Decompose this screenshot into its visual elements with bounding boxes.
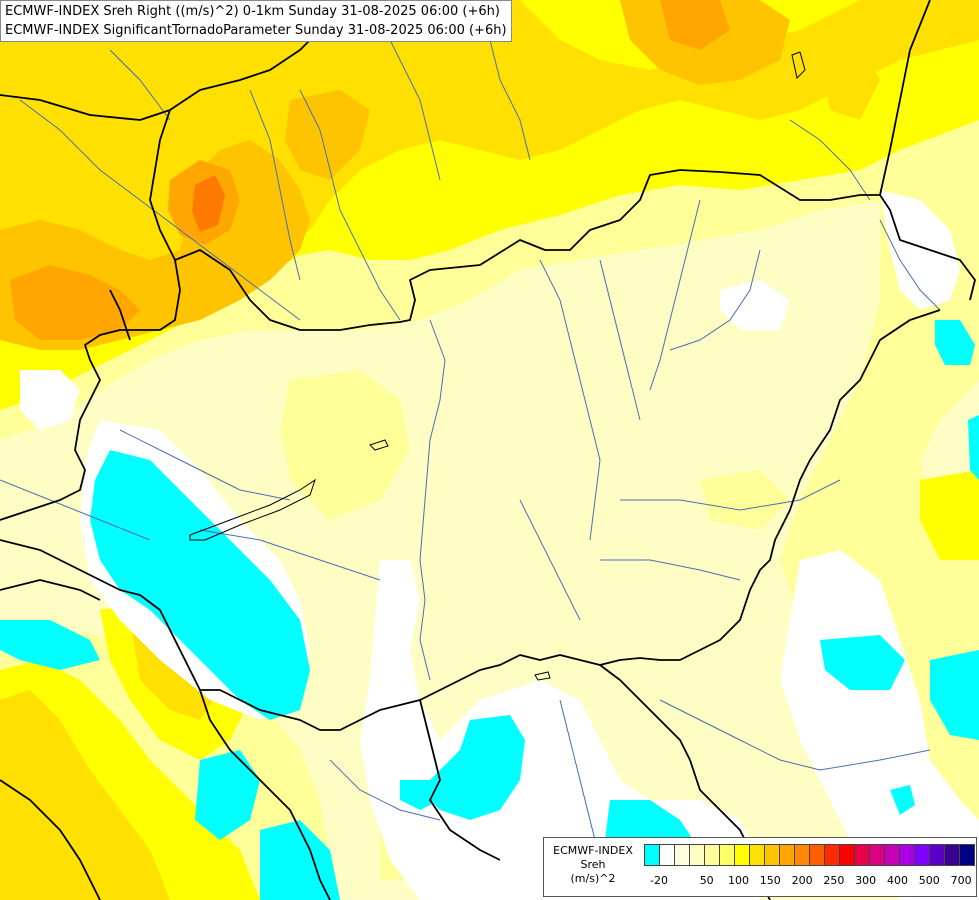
legend-swatch <box>659 844 675 866</box>
legend-tick-label: 150 <box>759 874 781 887</box>
rivers <box>0 19 941 861</box>
legend-tick-label: -20 <box>650 874 668 887</box>
legend-swatch <box>704 844 720 866</box>
legend-swatch <box>854 844 870 866</box>
legend-swatch <box>944 844 960 866</box>
legend-swatch <box>779 844 795 866</box>
legend-swatch <box>899 844 915 866</box>
legend-tick-label: 50 <box>699 874 714 887</box>
legend-tick-label: 700 <box>950 874 972 887</box>
map-title-box: ECMWF-INDEX Sreh Right ((m/s)^2) 0-1km S… <box>0 0 512 42</box>
legend-swatch <box>824 844 840 866</box>
legend-swatch <box>869 844 885 866</box>
legend-swatch <box>644 844 660 866</box>
legend-swatch <box>809 844 825 866</box>
legend-caption: ECMWF-INDEX Sreh (m/s)^2 <box>544 844 642 886</box>
legend-swatch <box>764 844 780 866</box>
legend-swatch <box>719 844 735 866</box>
legend-tick-row: -20 50 100 150 200 250 300 400 500 700 <box>645 874 975 888</box>
legend-swatch-row <box>644 844 975 866</box>
title-line-sreh: ECMWF-INDEX Sreh Right ((m/s)^2) 0-1km S… <box>5 4 500 19</box>
legend-tick-label: 300 <box>855 874 877 887</box>
legend-caption-model: ECMWF-INDEX <box>553 844 633 857</box>
legend-swatch <box>884 844 900 866</box>
legend-caption-unit: (m/s)^2 <box>570 872 616 885</box>
lakes <box>189 51 806 681</box>
legend-caption-param: Sreh <box>580 858 606 871</box>
legend-tick-label: 400 <box>887 874 908 887</box>
legend-tick-label: 200 <box>791 874 813 887</box>
legend-swatch <box>959 844 975 866</box>
legend-swatch <box>689 844 705 866</box>
legend-tick-label: 500 <box>918 874 940 887</box>
field-red-orange-areas <box>192 175 225 232</box>
legend-swatch <box>839 844 855 866</box>
legend-swatch <box>794 844 810 866</box>
color-legend: ECMWF-INDEX Sreh (m/s)^2 -20 50 100 150 200 2… <box>543 837 977 897</box>
title-line-stp: ECMWF-INDEX SignificantTornadoParameter … <box>5 23 507 38</box>
legend-swatch <box>929 844 945 866</box>
legend-swatch <box>914 844 930 866</box>
legend-tick-label: 250 <box>823 874 845 887</box>
legend-swatch <box>674 844 690 866</box>
legend-swatch <box>749 844 765 866</box>
legend-tick-label: 100 <box>728 874 749 887</box>
legend-swatch <box>734 844 750 866</box>
